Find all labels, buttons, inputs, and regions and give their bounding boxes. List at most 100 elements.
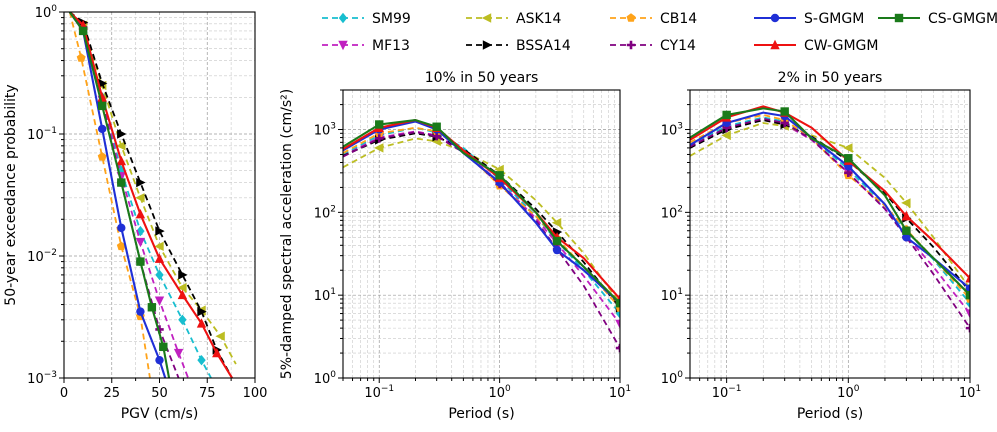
data-point-cy14 bbox=[375, 134, 384, 143]
chart-title: 10% in 50 years bbox=[425, 70, 539, 86]
data-point-mf13 bbox=[154, 296, 165, 306]
series-line-cb14 bbox=[343, 126, 620, 309]
data-point-ask14 bbox=[154, 241, 164, 252]
y-tick-label: 100 bbox=[314, 370, 337, 387]
x-tick-label: 101 bbox=[959, 384, 981, 401]
x-tick-label: 0 bbox=[60, 386, 68, 401]
data-point-mf13 bbox=[965, 309, 970, 319]
data-point-mf13 bbox=[173, 348, 184, 359]
y-tick-label: 101 bbox=[661, 287, 683, 304]
data-point-sgmgm bbox=[552, 245, 562, 255]
legend-label: CW-GMGM bbox=[804, 38, 878, 54]
x-tick-label: 10−1 bbox=[364, 384, 394, 401]
grid bbox=[689, 89, 971, 379]
data-point-sgmgm bbox=[98, 124, 107, 134]
series-line-sgmgm bbox=[68, 12, 167, 378]
data-point-csgmgm bbox=[98, 101, 107, 111]
legend-label: ASK14 bbox=[516, 11, 562, 27]
legend-label: BSSA14 bbox=[516, 38, 571, 54]
data-point-cwgmgm bbox=[135, 209, 146, 219]
series-line-csgmgm bbox=[343, 119, 620, 304]
legend-marker bbox=[338, 40, 348, 51]
chart-title: 2% in 50 years bbox=[778, 70, 883, 86]
legend-item-mf13: MF13 bbox=[322, 38, 410, 54]
legend: SM99 MF13 ASK14 BSSA14 CB14 CY14 S-GMGM CW-GMGM… bbox=[322, 11, 997, 54]
legend-marker bbox=[481, 13, 492, 23]
data-point-csgmgm bbox=[136, 257, 145, 266]
legend-label: SM99 bbox=[372, 11, 411, 27]
data-point-sm99 bbox=[155, 269, 164, 281]
data-point-sm99 bbox=[197, 354, 206, 366]
x-tick-label: 100 bbox=[837, 384, 860, 401]
data-point-sgmgm bbox=[902, 233, 911, 242]
data-point-bssa14 bbox=[178, 270, 188, 280]
data-point-cb14 bbox=[76, 53, 86, 62]
data-point-bssa14 bbox=[98, 78, 108, 89]
x-tick-label: 100 bbox=[243, 386, 268, 401]
y-tick-label: 103 bbox=[661, 122, 683, 139]
legend-item-sgmgm: S-GMGM bbox=[754, 11, 864, 27]
data-point-ask14 bbox=[901, 198, 911, 208]
data-point-cwgmgm bbox=[196, 318, 207, 328]
series-line-bssa14 bbox=[69, 12, 233, 378]
series-line-sgmgm bbox=[343, 120, 620, 304]
axes: 10−1 100 101 100 101 102 103 bbox=[314, 89, 631, 401]
legend-item-cy14: CY14 bbox=[610, 38, 696, 54]
legend-marker bbox=[770, 13, 780, 23]
data-point-csgmgm bbox=[432, 122, 441, 131]
data-point-bssa14 bbox=[117, 129, 127, 139]
y-tick-label: 102 bbox=[661, 204, 683, 221]
x-tick-label: 50 bbox=[151, 386, 168, 401]
x-axis-label: Period (s) bbox=[797, 406, 863, 422]
data-point-cwgmgm bbox=[965, 273, 970, 283]
data-point-csgmgm bbox=[722, 110, 731, 120]
x-tick-label: 101 bbox=[609, 384, 631, 401]
legend-label: CY14 bbox=[660, 38, 696, 54]
y-tick-label: 10−2 bbox=[27, 248, 57, 265]
data-point-cb14 bbox=[116, 241, 126, 251]
x-axis-label: Period (s) bbox=[448, 406, 514, 422]
plot-lines bbox=[690, 105, 970, 333]
data-point-cwgmgm bbox=[212, 347, 222, 358]
data-point-ask14 bbox=[431, 136, 441, 147]
y-tick-label: 10−1 bbox=[27, 126, 57, 143]
series-line-sgmgm bbox=[690, 111, 970, 290]
chart-pgv-hazard: 0 25 50 75 100 100 10−1 10−2 10−3 PGV (cm/s) 50-… bbox=[3, 4, 267, 422]
data-point-csgmgm bbox=[902, 226, 911, 235]
data-point-ask14 bbox=[843, 143, 853, 153]
chart-spectra-10pct: 10−1 100 101 100 101 102 103 10% in 50 years P… bbox=[279, 70, 631, 422]
plot-frame bbox=[342, 89, 621, 379]
legend-label: MF13 bbox=[372, 38, 410, 54]
legend-marker bbox=[894, 13, 904, 23]
y-tick-label: 100 bbox=[661, 370, 684, 387]
data-point-sgmgm bbox=[136, 307, 145, 316]
x-tick-label: 10−1 bbox=[712, 384, 742, 401]
legend-item-cwgmgm: CW-GMGM bbox=[754, 38, 878, 54]
series-line-cy14 bbox=[690, 117, 970, 329]
data-point-mf13 bbox=[615, 319, 620, 330]
legend-item-sm99: SM99 bbox=[322, 11, 411, 27]
data-point-ask14 bbox=[374, 143, 384, 153]
data-point-ask14 bbox=[551, 217, 562, 228]
chart-spectra-2pct: 10−1 100 101 100 101 102 103 2% in 50 years Pe… bbox=[661, 70, 981, 422]
axes: 10−1 100 101 100 101 102 103 bbox=[661, 89, 981, 401]
data-point-cwgmgm bbox=[177, 289, 188, 300]
series-line-cwgmgm bbox=[68, 12, 233, 378]
legend-marker bbox=[626, 13, 636, 22]
x-axis-label: PGV (cm/s) bbox=[121, 406, 199, 422]
series-line-csgmgm bbox=[68, 12, 171, 378]
data-point-mf13 bbox=[135, 237, 146, 248]
data-point-csgmgm bbox=[965, 290, 970, 300]
data-point-ask14 bbox=[721, 130, 731, 141]
series-line-cwgmgm bbox=[343, 119, 620, 300]
data-point-sm99 bbox=[178, 314, 187, 325]
data-point-csgmgm bbox=[375, 120, 384, 129]
data-point-sgmgm bbox=[117, 223, 126, 233]
data-point-bssa14 bbox=[136, 177, 146, 188]
x-tick-label: 25 bbox=[103, 386, 120, 401]
plot-frame bbox=[689, 89, 971, 379]
legend-item-csgmgm: CS-GMGM bbox=[878, 11, 997, 27]
legend-label: S-GMGM bbox=[804, 11, 864, 27]
data-point-csgmgm bbox=[780, 107, 789, 116]
